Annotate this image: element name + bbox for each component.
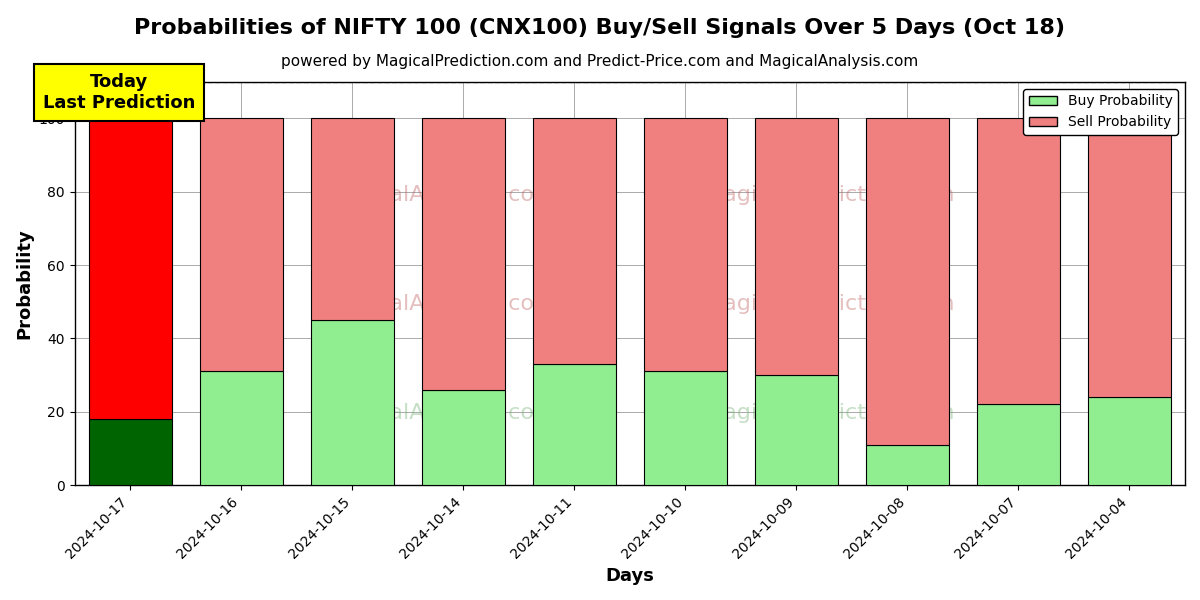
- Bar: [421, 118, 505, 390]
- Text: Probabilities of NIFTY 100 (CNX100) Buy/Sell Signals Over 5 Days (Oct 18): Probabilities of NIFTY 100 (CNX100) Buy/…: [134, 18, 1066, 38]
- Y-axis label: Probability: Probability: [16, 228, 34, 339]
- Bar: [89, 118, 172, 419]
- Bar: [199, 371, 283, 485]
- Bar: [1088, 397, 1171, 485]
- Bar: [311, 118, 394, 320]
- X-axis label: Days: Days: [605, 567, 654, 585]
- Bar: [977, 404, 1060, 485]
- Text: MagicalAnalysis.com: MagicalAnalysis.com: [325, 403, 557, 422]
- Bar: [533, 364, 616, 485]
- Bar: [199, 118, 283, 371]
- Bar: [89, 419, 172, 485]
- Legend: Buy Probability, Sell Probability: Buy Probability, Sell Probability: [1024, 89, 1178, 135]
- Bar: [311, 320, 394, 485]
- Bar: [1088, 118, 1171, 397]
- Text: powered by MagicalPrediction.com and Predict-Price.com and MagicalAnalysis.com: powered by MagicalPrediction.com and Pre…: [281, 54, 919, 69]
- Text: Today
Last Prediction: Today Last Prediction: [43, 73, 196, 112]
- Bar: [865, 118, 949, 445]
- Text: MagicalPrediction.com: MagicalPrediction.com: [704, 403, 955, 422]
- Bar: [643, 371, 727, 485]
- Bar: [977, 118, 1060, 404]
- Bar: [755, 375, 838, 485]
- Text: MagicalPrediction.com: MagicalPrediction.com: [704, 185, 955, 205]
- Bar: [755, 118, 838, 375]
- Text: MagicalAnalysis.com: MagicalAnalysis.com: [325, 293, 557, 314]
- Text: MagicalPrediction.com: MagicalPrediction.com: [704, 293, 955, 314]
- Bar: [533, 118, 616, 364]
- Bar: [421, 390, 505, 485]
- Bar: [865, 445, 949, 485]
- Bar: [643, 118, 727, 371]
- Text: MagicalAnalysis.com: MagicalAnalysis.com: [325, 185, 557, 205]
